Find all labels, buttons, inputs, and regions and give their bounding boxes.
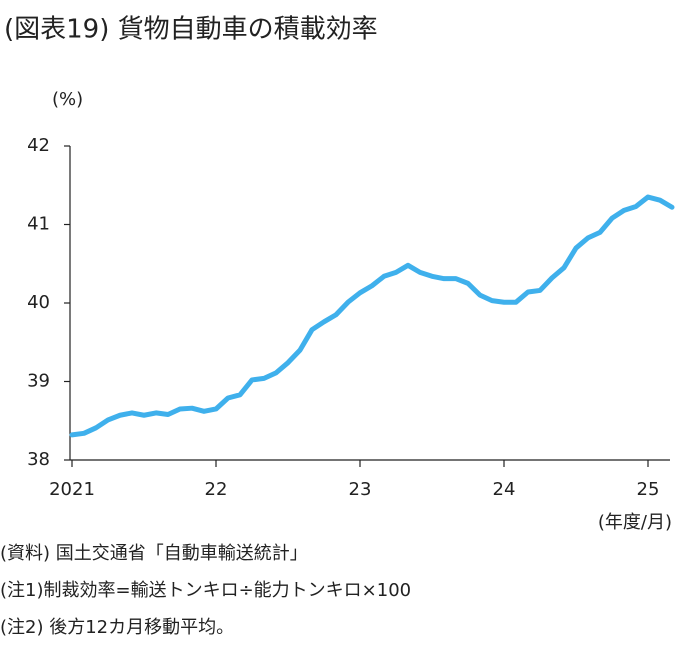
y-tick-label: 39 [27,371,50,392]
y-tick-label: 41 [27,214,50,235]
x-tick-label: 24 [493,479,516,500]
data-line [69,194,675,438]
y-tick-label: 40 [27,292,50,313]
note: (注2) 後方12カ月移動平均。 [0,617,234,638]
x-tick-label: 25 [637,479,660,500]
x-tick-label: 23 [349,479,372,500]
note: (注1)制裁効率=輸送トンキロ÷能力トンキロ×100 [0,580,411,601]
x-axis-label: (年度/月) [598,512,672,533]
y-tick-label: 38 [27,449,50,470]
y-tick-label: 42 [27,135,50,156]
y-axis-label: (%) [52,89,83,110]
note: (資料) 国土交通省「自動車輸送統計」 [0,543,308,564]
chart-title: (図表19) 貨物自動車の積載効率 [4,15,378,45]
x-tick-label: 22 [205,479,228,500]
x-tick-label: 2021 [49,479,95,500]
